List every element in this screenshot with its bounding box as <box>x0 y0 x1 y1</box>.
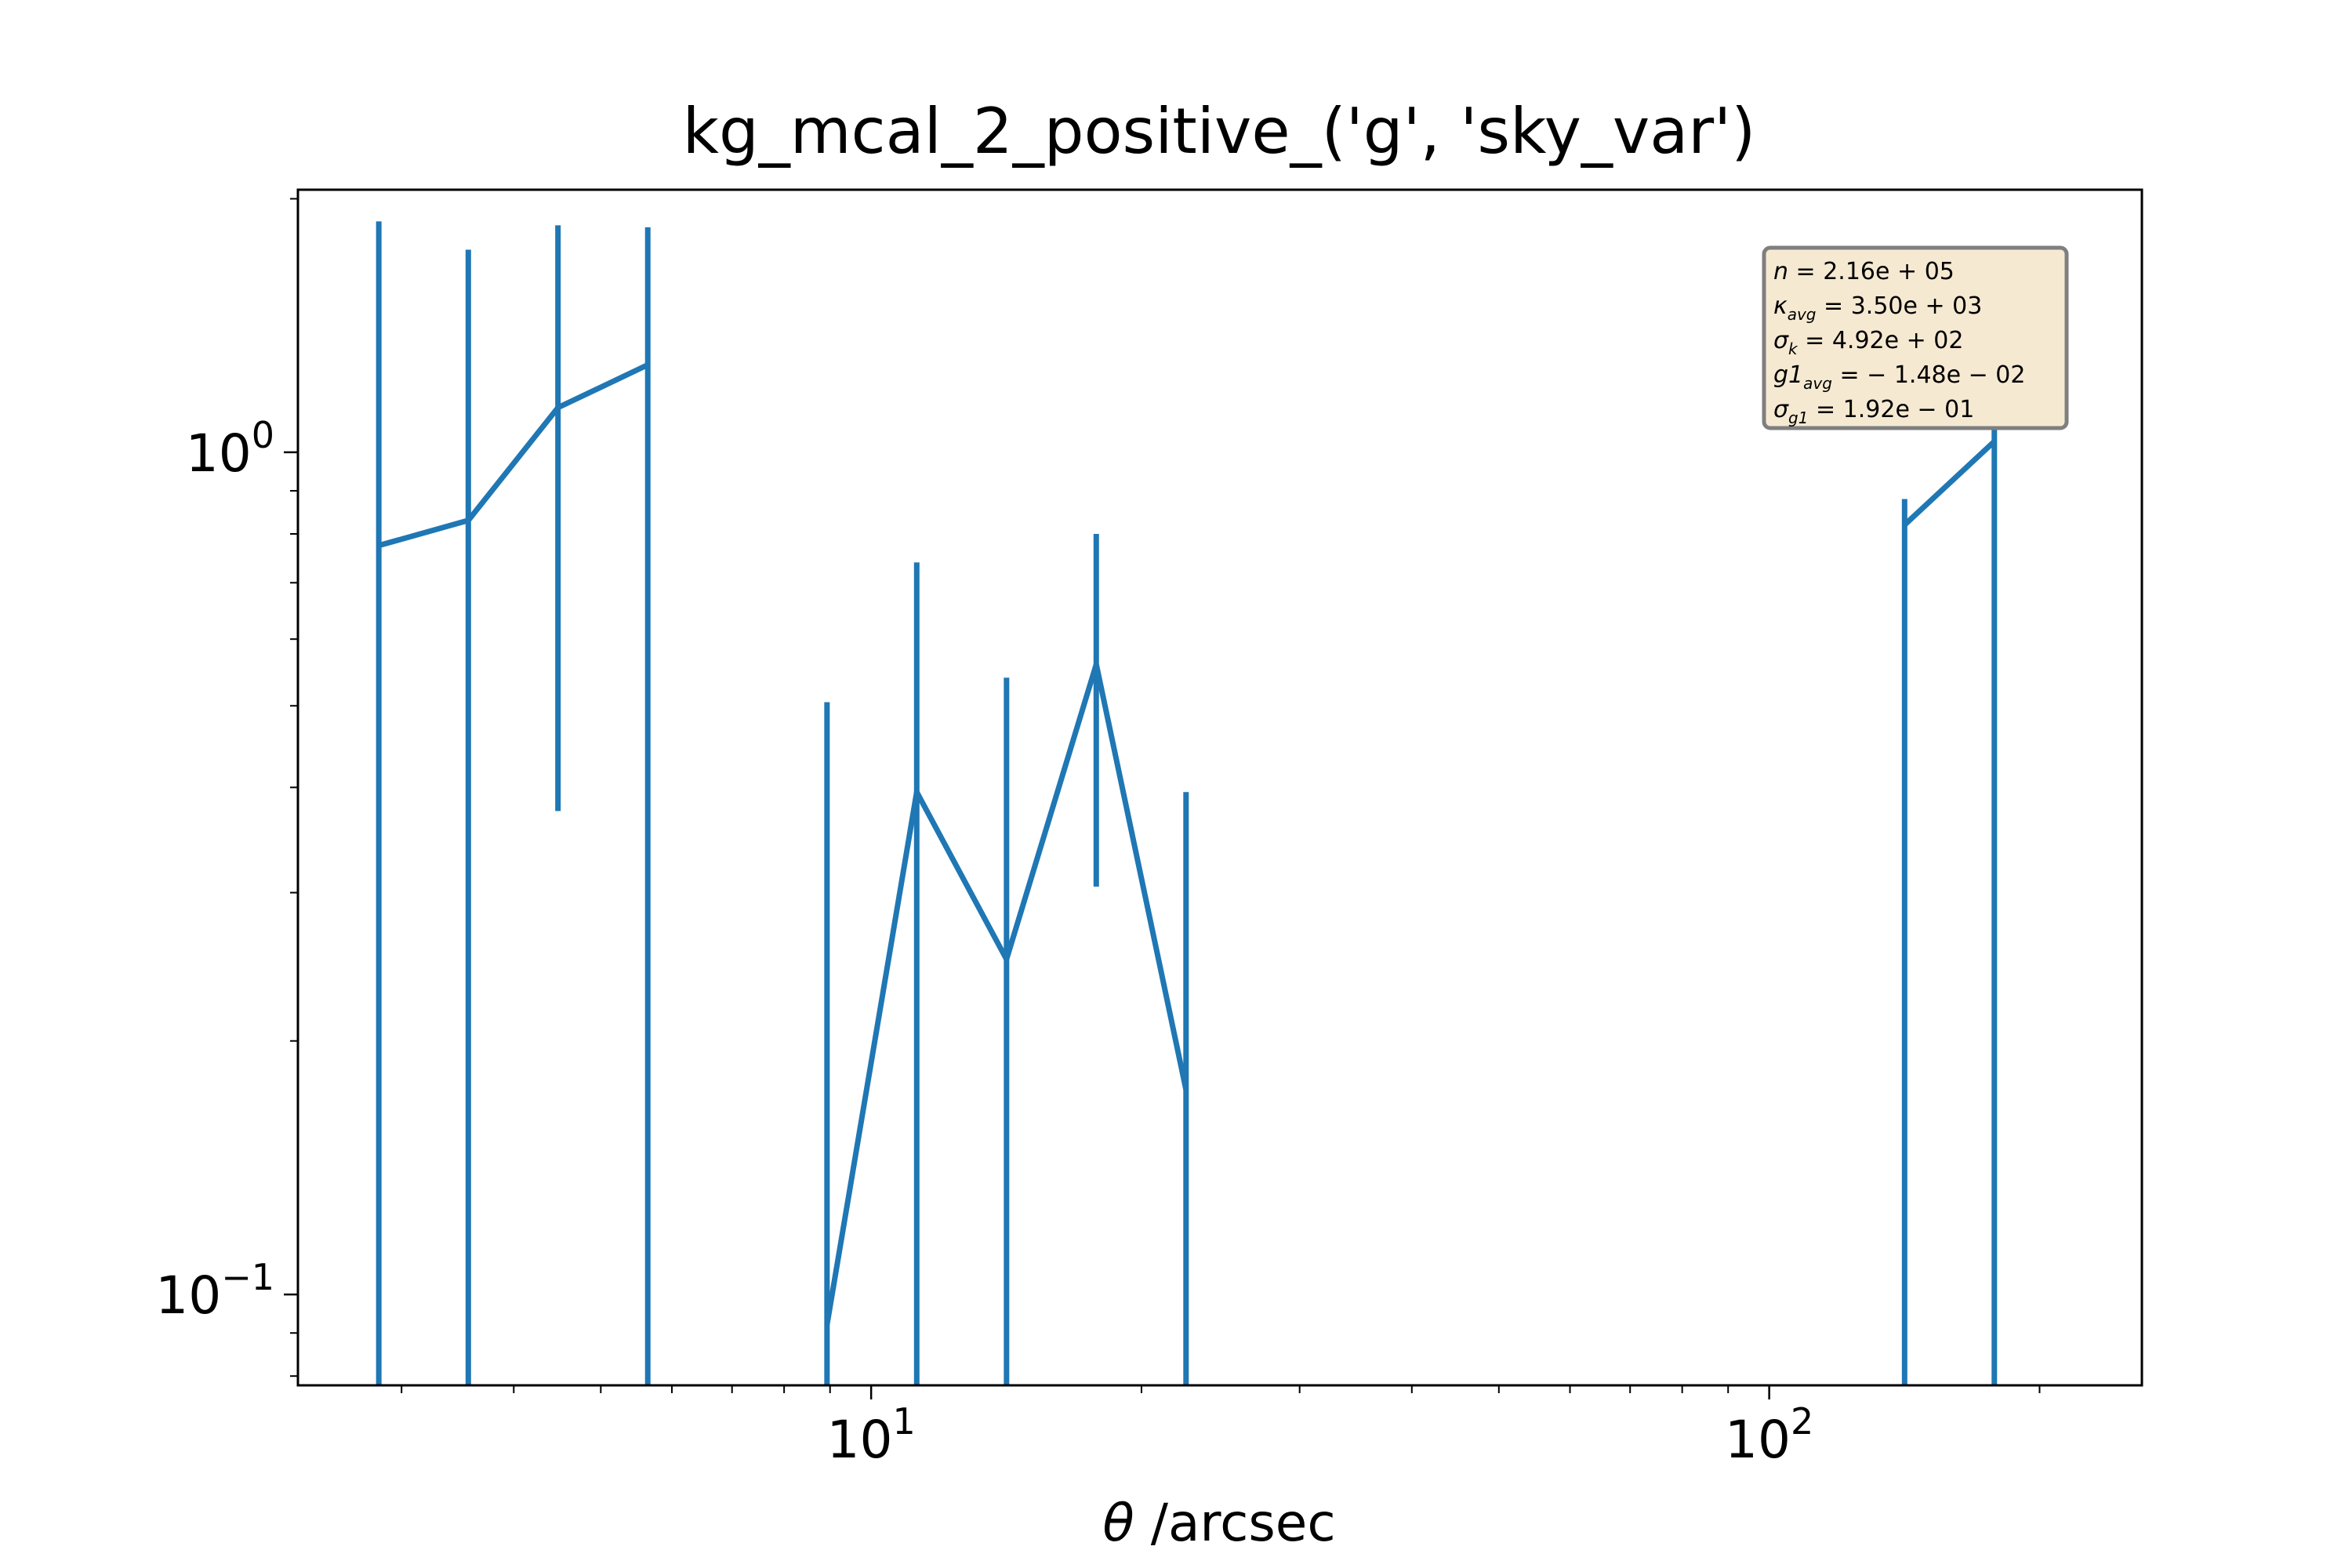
chart-title: kg_mcal_2_positive_('g', 'sky_var') <box>683 95 1756 168</box>
series-line-segment <box>378 362 649 549</box>
major-ticks <box>284 451 1770 1399</box>
x-tick-label: 101 <box>827 1400 916 1470</box>
x-axis-symbol: θ <box>1102 1493 1134 1553</box>
stats-box-frame <box>1762 245 2069 430</box>
x-axis-unit: /arcsec <box>1134 1493 1336 1553</box>
minor-ticks <box>290 198 2041 1393</box>
tick-labels: 101 102 100 10−1 <box>155 414 1813 1470</box>
stats-line: κavg = 3.50e + 03 <box>1773 292 1982 324</box>
y-tick-label: 100 <box>186 414 274 484</box>
series-layer <box>376 221 1998 1385</box>
x-tick-label: 102 <box>1725 1400 1813 1470</box>
stats-line: n = 2.16e + 05 <box>1773 258 1955 285</box>
plot-frame <box>296 188 2143 1387</box>
stats-line: σg1 = 1.92e − 01 <box>1773 396 1974 427</box>
x-axis-label: θ /arcsec <box>1102 1493 1335 1553</box>
stats-line: σk = 4.92e + 02 <box>1773 327 1963 358</box>
stats-line: g1avg = − 1.48e − 02 <box>1773 361 2025 393</box>
y-tick-label: 10−1 <box>155 1256 274 1326</box>
series-line-segment <box>1902 439 1997 528</box>
